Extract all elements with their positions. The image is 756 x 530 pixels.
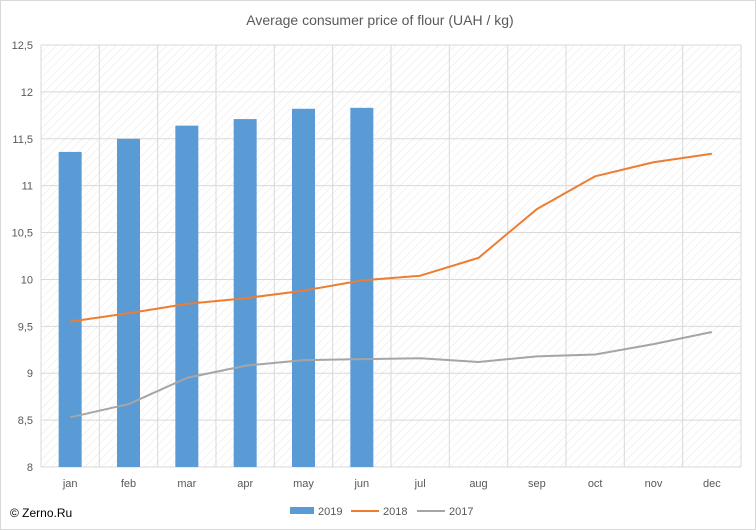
bar-2019-feb	[117, 138, 140, 467]
x-tick-label: jun	[353, 478, 369, 490]
y-tick-label: 10,5	[12, 228, 33, 240]
chart-title: Average consumer price of flour (UAH / k…	[246, 12, 513, 28]
x-tick-label: may	[293, 478, 314, 490]
bar-2019-mar	[175, 125, 199, 467]
y-tick-label: 9,5	[18, 321, 33, 333]
x-tick-label: dec	[703, 478, 721, 490]
bar-2019-apr	[233, 119, 257, 467]
legend-label-2017: 2017	[449, 506, 473, 518]
y-tick-label: 12	[21, 87, 33, 99]
bars-2019	[58, 107, 374, 467]
grid	[40, 44, 742, 468]
legend-label-2018: 2018	[383, 506, 407, 518]
y-tick-label: 10	[21, 274, 33, 286]
x-tick-label: mar	[177, 478, 196, 490]
x-tick-label: aug	[469, 478, 487, 490]
y-tick-label: 8	[27, 462, 33, 474]
x-tick-label: jan	[62, 478, 78, 490]
x-tick-label: feb	[121, 478, 136, 490]
x-tick-label: apr	[237, 478, 253, 490]
x-tick-label: jul	[414, 478, 426, 490]
y-tick-label: 11	[22, 181, 33, 193]
y-tick-label: 9	[27, 368, 33, 380]
y-axis: 8 8,5 9 9,5 10 10,5 11 11,5 12 12,5	[12, 40, 33, 474]
bar-2019-jun	[350, 107, 374, 467]
series-line-2018	[70, 152, 712, 323]
legend-swatch-2019	[290, 507, 314, 514]
x-axis: jan feb mar apr may jun jul aug sep oct nov dec	[62, 478, 721, 490]
y-tick-label: 11,5	[12, 134, 33, 146]
legend: 2019 2018 2017	[290, 506, 473, 518]
y-tick-label: 8,5	[18, 415, 33, 427]
series-line-2017	[69, 330, 713, 419]
source-credit: © Zerno.Ru	[10, 506, 73, 520]
x-tick-label: oct	[588, 478, 603, 490]
bar-2019-jan	[58, 151, 82, 467]
legend-label-2019: 2019	[318, 506, 342, 518]
bar-2019-may	[292, 108, 315, 467]
x-tick-label: nov	[645, 478, 663, 490]
lines	[69, 152, 713, 419]
x-tick-label: sep	[528, 478, 546, 490]
y-tick-label: 12,5	[12, 40, 33, 52]
